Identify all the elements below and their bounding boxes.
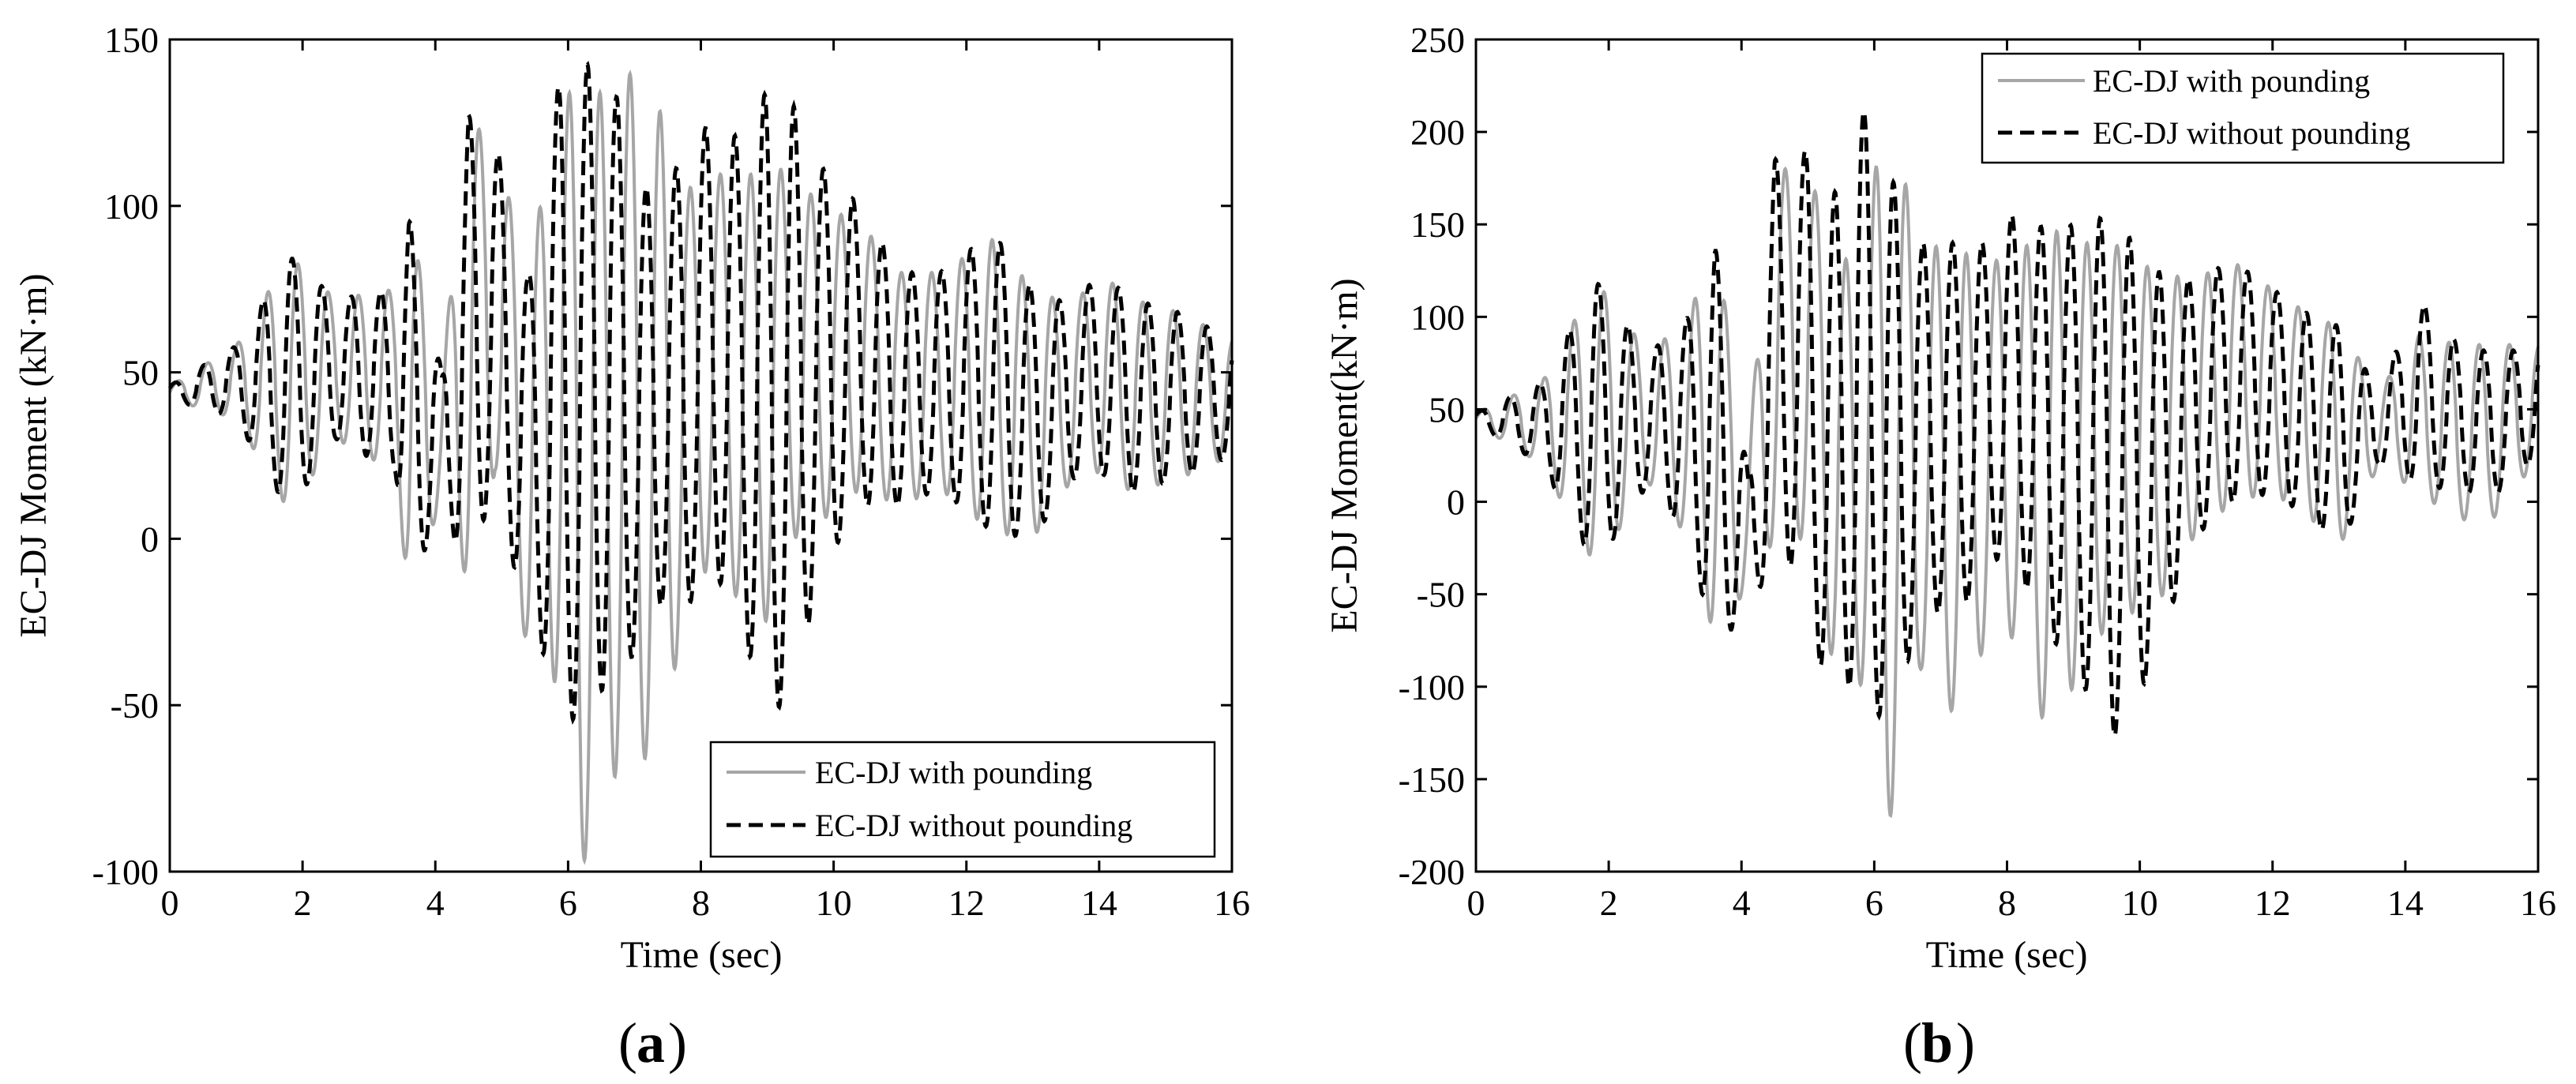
chart-b-ytick-label-3: -50: [1417, 575, 1465, 615]
chart-b-ytick-label-9: 250: [1410, 20, 1465, 60]
chart-a-xtick-label-8: 16: [1214, 883, 1250, 923]
chart-a-ticks: 0 2 4 6 8 10 12 14 16 -100 -50 0 50 100 150: [92, 20, 1250, 923]
chart-b-ytick-label-2: -100: [1399, 667, 1465, 707]
chart-a-xlabel: Time (sec): [621, 934, 783, 976]
chart-b-ytick-label-5: 50: [1429, 389, 1465, 429]
chart-a-legend-label-with: EC-DJ with pounding: [815, 755, 1092, 790]
chart-a-ytick-label-1: -50: [111, 685, 159, 726]
chart-a-xtick-label-3: 6: [559, 883, 577, 923]
chart-b-ylabel: EC-DJ Moment(kN·m): [1324, 278, 1365, 632]
chart-b-xtick-label-4: 8: [1998, 883, 2016, 923]
chart-a-ytick-label-4: 100: [104, 186, 159, 227]
chart-b-legend: EC-DJ with pounding EC-DJ without poundi…: [1981, 52, 2505, 164]
chart-b-xtick-label-5: 10: [2122, 883, 2158, 923]
chart-b-ytick-label-4: 0: [1447, 482, 1465, 523]
chart-a: 0 2 4 6 8 10 12 14 16 -100 -50 0 50 100 150 Time (sec)…: [13, 20, 1250, 1075]
chart-a-ytick-label-0: -100: [92, 852, 159, 892]
chart-a-xtick-label-0: 0: [161, 883, 179, 923]
chart-a-panel-label-close: ): [668, 1011, 687, 1075]
chart-b-legend-label-without: EC-DJ without pounding: [2093, 115, 2410, 151]
chart-b-xtick-label-7: 14: [2387, 883, 2424, 923]
chart-b-ytick-label-8: 200: [1410, 112, 1465, 152]
chart-a-ytick-label-2: 0: [141, 519, 159, 559]
chart-a-series-without-pounding: [167, 61, 1234, 726]
chart-a-panel-label: a: [636, 1011, 665, 1075]
chart-a-xtick-label-6: 12: [948, 883, 985, 923]
chart-a-series-with-pounding: [168, 69, 1234, 865]
chart-b-xlabel: Time (sec): [1926, 934, 2088, 976]
chart-b-legend-label-with: EC-DJ with pounding: [2093, 63, 2370, 99]
chart-a-xtick-label-4: 8: [692, 883, 710, 923]
chart-a-legend-box: [709, 741, 1216, 858]
chart-b-xtick-label-3: 6: [1865, 883, 1883, 923]
chart-b-xtick-label-6: 12: [2255, 883, 2291, 923]
chart-b-ytick-label-1: -150: [1399, 760, 1465, 800]
chart-b-ytick-label-0: -200: [1399, 852, 1465, 892]
chart-a-panel-label-open: (: [618, 1011, 637, 1075]
chart-a-xtick-label-2: 4: [426, 883, 445, 923]
chart-b: 0 2 4 6 8 10 12 14 16 -200 -150 -100 -50 0 50 100 150 200…: [1324, 20, 2556, 1075]
chart-b-ytick-label-7: 150: [1410, 204, 1465, 245]
chart-b-series-layer: [1474, 109, 2540, 819]
chart-a-ylabel: EC-DJ Moment (kN·m): [13, 273, 54, 637]
chart-a-ytick-label-5: 150: [104, 20, 159, 60]
chart-b-xtick-label-0: 0: [1467, 883, 1485, 923]
chart-b-panel-label-close: ): [1956, 1011, 1975, 1075]
chart-a-ytick-label-3: 50: [122, 353, 159, 393]
chart-b-series-with-pounding: [1474, 165, 2540, 819]
chart-b-legend-box: [1981, 52, 2505, 164]
chart-b-ticks: 0 2 4 6 8 10 12 14 16 -200 -150 -100 -50 0 50 100 150 200…: [1399, 20, 2556, 923]
chart-b-xtick-label-8: 16: [2520, 883, 2556, 923]
chart-b-series-without-pounding: [1474, 109, 2540, 741]
chart-a-series-layer: [167, 61, 1234, 865]
chart-a-xtick-label-5: 10: [816, 883, 852, 923]
chart-b-xtick-label-2: 4: [1733, 883, 1751, 923]
chart-b-ytick-label-6: 100: [1410, 297, 1465, 337]
chart-a-xtick-label-1: 2: [294, 883, 312, 923]
chart-b-panel-label-open: (: [1903, 1011, 1922, 1075]
chart-a-legend: EC-DJ with pounding EC-DJ without poundi…: [709, 741, 1216, 858]
chart-b-panel-label: b: [1921, 1011, 1953, 1075]
chart-a-xtick-label-7: 14: [1081, 883, 1117, 923]
chart-b-xtick-label-1: 2: [1600, 883, 1618, 923]
chart-a-legend-label-without: EC-DJ without pounding: [815, 808, 1132, 843]
